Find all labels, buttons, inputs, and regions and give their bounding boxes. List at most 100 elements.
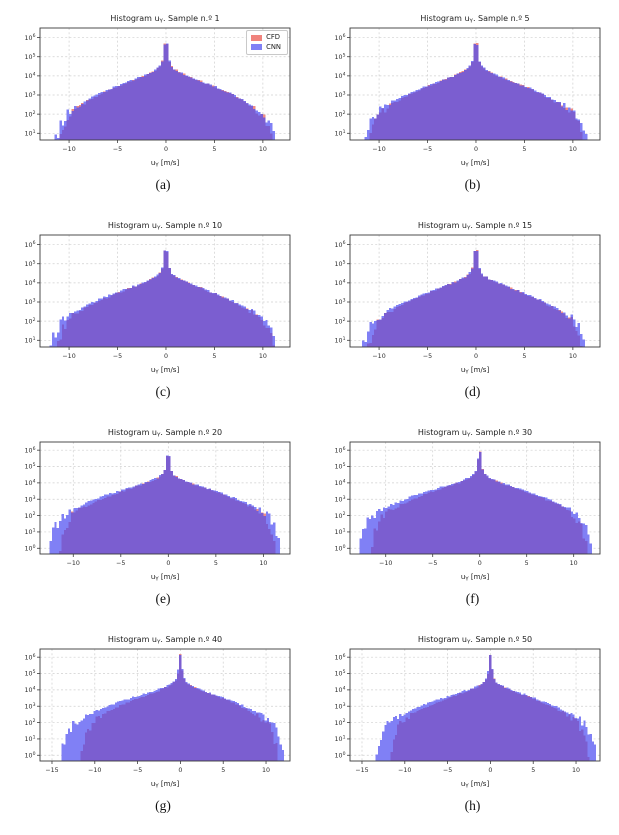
plot-title: Histogram uY. Sample n.º 10 bbox=[108, 221, 222, 232]
x-tick-label: −10 bbox=[62, 146, 75, 153]
x-tick-label: 10 bbox=[568, 146, 576, 153]
histogram-plot: Histogram uY. Sample n.º 5 −10 −5 0 5 10 101 1… bbox=[334, 14, 600, 168]
x-tick-label: 10 bbox=[259, 353, 267, 360]
subplot-caption: (g) bbox=[155, 798, 171, 813]
x-tick-label: −10 bbox=[88, 767, 101, 774]
axes-spine bbox=[349, 27, 600, 141]
y-tick-label: 103 bbox=[25, 495, 36, 504]
plot-title: Histogram uY. Sample n.º 5 bbox=[420, 14, 529, 25]
y-tick-label: 103 bbox=[25, 702, 36, 711]
x-tick-label: 5 bbox=[522, 353, 526, 360]
plot-title-suffix: . Sample n.º 50 bbox=[470, 635, 532, 644]
subplot-caption: (f) bbox=[465, 591, 480, 606]
y-tick-label: 104 bbox=[334, 71, 345, 80]
x-tick-label: 10 bbox=[259, 560, 267, 567]
x-axis-label: uY [m/s] bbox=[460, 159, 489, 168]
x-tick-label: 0 bbox=[488, 767, 492, 774]
x-tick-label: 5 bbox=[221, 767, 225, 774]
y-tick-label: 102 bbox=[25, 317, 36, 326]
figure-grid: Histogram uY. Sample n.º 1 −10 −5 0 5 10 101 1… bbox=[4, 14, 606, 813]
axes-spine bbox=[39, 441, 291, 555]
x-tick-label: −10 bbox=[62, 353, 75, 360]
plot-area: Histogram uY. Sample n.º 20 −10 −5 0 5 10 100… bbox=[4, 426, 296, 588]
plot-content: −10 −5 0 5 10 101 102 103 104 105 106 bbox=[25, 234, 291, 360]
legend-label-cnn: CNN bbox=[266, 42, 281, 51]
plot-content: −10 −5 0 5 10 100 101 102 103 104 105 106 bbox=[334, 441, 600, 567]
x-tick-label: 5 bbox=[522, 146, 526, 153]
plot-content: −10 −5 0 5 10 101 102 103 104 105 106 bbox=[334, 27, 600, 153]
overlap-bars bbox=[390, 655, 590, 761]
legend-swatch-cnn bbox=[251, 44, 263, 51]
y-tick-label: 103 bbox=[334, 495, 345, 504]
plot-title-prefix: Histogram u bbox=[417, 221, 466, 230]
overlap-bars bbox=[366, 250, 583, 347]
y-tick-label: 105 bbox=[25, 259, 36, 268]
y-tick-label: 100 bbox=[25, 751, 36, 760]
overlap-bars bbox=[56, 250, 275, 347]
y-tick-label: 102 bbox=[334, 718, 345, 727]
y-tick-label: 104 bbox=[25, 478, 36, 487]
y-tick-label: 104 bbox=[334, 685, 345, 694]
axes-spine bbox=[39, 648, 291, 762]
plot-title-suffix: . Sample n.º 1 bbox=[163, 14, 220, 23]
x-tick-label: 10 bbox=[262, 767, 270, 774]
x-tick-label: −5 bbox=[442, 767, 451, 774]
plot-title-prefix: Histogram u bbox=[108, 221, 157, 230]
histogram-plot: Histogram uY. Sample n.º 10 −10 −5 0 5 10 101… bbox=[25, 221, 291, 375]
plot-content: −15 −10 −5 0 5 10 100 101 102 103 104 105 106 bbox=[25, 648, 291, 774]
x-tick-label: −5 bbox=[113, 353, 122, 360]
x-tick-label: 10 bbox=[568, 353, 576, 360]
x-tick-label: −5 bbox=[113, 146, 122, 153]
legend-row-cfd: CFD bbox=[251, 33, 281, 43]
plot-area: Histogram uY. Sample n.º 40 −15 −10 −5 0 5 10… bbox=[4, 633, 296, 795]
x-tick-label: 0 bbox=[166, 560, 170, 567]
x-tick-label: −5 bbox=[133, 767, 142, 774]
plot-area: Histogram uY. Sample n.º 15 −10 −5 0 5 10 101… bbox=[314, 219, 606, 381]
y-tick-label: 101 bbox=[334, 336, 345, 345]
plot-title-suffix: . Sample n.º 30 bbox=[470, 428, 532, 437]
plot-title: Histogram uY. Sample n.º 15 bbox=[417, 221, 531, 232]
y-tick-label: 102 bbox=[334, 110, 345, 119]
y-tick-label: 105 bbox=[25, 669, 36, 678]
legend-row-cnn: CNN bbox=[251, 43, 281, 53]
y-tick-label: 106 bbox=[334, 446, 345, 455]
subplot-caption: (e) bbox=[155, 591, 171, 606]
x-tick-label: 5 bbox=[531, 767, 535, 774]
x-tick-label: 0 bbox=[473, 353, 477, 360]
axes-spine bbox=[349, 648, 600, 762]
x-tick-label: 0 bbox=[178, 767, 182, 774]
y-tick-label: 101 bbox=[334, 735, 345, 744]
x-tick-label: −10 bbox=[372, 146, 385, 153]
x-axis-label: uY [m/s] bbox=[151, 366, 180, 375]
x-axis-label: uY [m/s] bbox=[151, 780, 180, 789]
y-tick-label: 100 bbox=[25, 544, 36, 553]
y-tick-label: 105 bbox=[334, 669, 345, 678]
plot-title: Histogram uY. Sample n.º 1 bbox=[110, 14, 219, 25]
y-tick-label: 101 bbox=[25, 735, 36, 744]
histogram-plot: Histogram uY. Sample n.º 20 −10 −5 0 5 10 100… bbox=[25, 428, 291, 582]
y-tick-label: 106 bbox=[25, 653, 36, 662]
x-axis-label: uY [m/s] bbox=[151, 573, 180, 582]
y-tick-label: 100 bbox=[334, 751, 345, 760]
x-axis-label: uY [m/s] bbox=[460, 780, 489, 789]
plot-title-suffix: . Sample n.º 10 bbox=[160, 221, 222, 230]
y-tick-label: 103 bbox=[25, 91, 36, 100]
overlap-bars bbox=[59, 456, 276, 554]
plot-title-sub: Y bbox=[468, 19, 473, 25]
plot-content: −10 −5 0 5 10 101 102 103 104 105 106 bbox=[334, 234, 600, 360]
x-tick-label: 5 bbox=[524, 560, 528, 567]
plot-title-sub: Y bbox=[156, 433, 161, 439]
y-tick-label: 105 bbox=[25, 52, 36, 61]
x-tick-label: −5 bbox=[422, 353, 431, 360]
axes-spine bbox=[39, 234, 291, 348]
y-tick-label: 103 bbox=[334, 298, 345, 307]
plot-title: Histogram uY. Sample n.º 30 bbox=[417, 428, 531, 439]
plot-title-prefix: Histogram u bbox=[110, 14, 159, 23]
y-tick-label: 105 bbox=[25, 462, 36, 471]
axes-spine bbox=[39, 27, 291, 141]
x-tick-label: 10 bbox=[259, 146, 267, 153]
x-tick-label: 10 bbox=[572, 767, 580, 774]
plot-title-suffix: . Sample n.º 15 bbox=[470, 221, 532, 230]
y-tick-label: 101 bbox=[334, 528, 345, 537]
